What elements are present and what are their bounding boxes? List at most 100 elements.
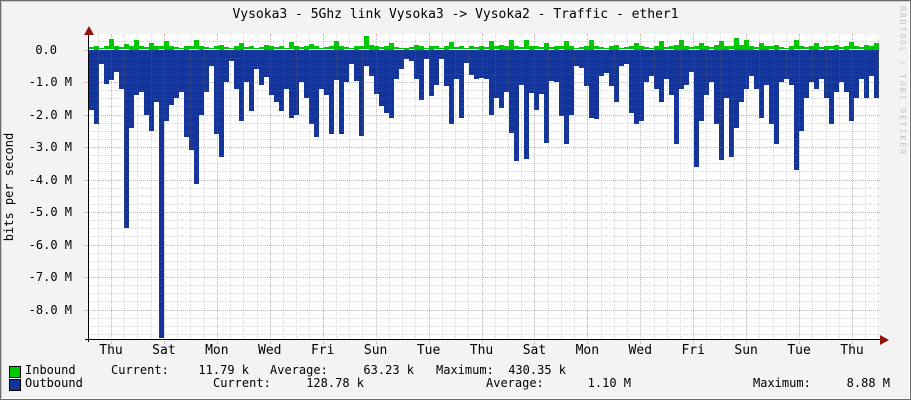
outbound-bar bbox=[89, 49, 94, 110]
outbound-bar bbox=[444, 49, 449, 87]
outbound-bar bbox=[799, 49, 804, 131]
outbound-bar bbox=[784, 49, 789, 79]
inbound-bar bbox=[354, 46, 359, 50]
inbound-bar bbox=[149, 43, 154, 50]
y-tick-label: -7.0 M bbox=[28, 270, 72, 284]
outbound-bar bbox=[264, 49, 269, 78]
y-tick-label: 0.0 bbox=[35, 42, 57, 57]
gridline bbox=[97, 34, 99, 339]
inbound-bar bbox=[554, 46, 559, 50]
gridline bbox=[89, 106, 880, 108]
gridline bbox=[124, 34, 126, 339]
inbound-bar bbox=[264, 44, 269, 50]
gridline bbox=[89, 333, 880, 335]
outbound-bar bbox=[559, 49, 564, 117]
outbound-bar bbox=[529, 49, 534, 93]
outbound-bar bbox=[839, 49, 844, 82]
outbound-bar bbox=[604, 49, 609, 73]
outbound-bar bbox=[644, 49, 649, 82]
outbound-bar bbox=[664, 49, 669, 79]
inbound-bar bbox=[694, 45, 699, 50]
outbound-bar bbox=[389, 49, 394, 118]
gridline bbox=[256, 34, 258, 339]
inbound-bar bbox=[359, 45, 364, 50]
inbound-bar bbox=[329, 45, 334, 50]
gridline bbox=[89, 57, 880, 59]
inbound-bar bbox=[139, 45, 144, 50]
gridline bbox=[89, 163, 880, 165]
gridline bbox=[84, 114, 880, 116]
gridline bbox=[547, 34, 549, 339]
outbound-bar bbox=[299, 49, 304, 82]
gridline bbox=[89, 236, 880, 238]
gridline bbox=[89, 325, 880, 327]
gridline bbox=[89, 220, 880, 222]
outbound-bar bbox=[484, 49, 489, 79]
inbound-bar bbox=[619, 47, 624, 50]
inbound-bar bbox=[634, 43, 639, 50]
inbound-bar bbox=[309, 43, 314, 50]
inbound-bar bbox=[259, 46, 264, 50]
gridline bbox=[402, 34, 404, 339]
inbound-bar bbox=[374, 46, 379, 50]
gridline bbox=[89, 122, 880, 124]
inbound-bar bbox=[154, 46, 159, 50]
inbound-bar bbox=[544, 43, 549, 50]
outbound-bar bbox=[504, 49, 509, 92]
inbound-bar bbox=[489, 41, 494, 50]
inbound-bar bbox=[409, 46, 414, 50]
outbound-bar bbox=[524, 49, 529, 160]
outbound-bar bbox=[599, 49, 604, 77]
outbound-bar bbox=[224, 49, 229, 82]
inbound-bar bbox=[454, 46, 459, 50]
inbound-bar bbox=[629, 45, 634, 50]
outbound-bar bbox=[594, 49, 599, 120]
inbound-bar bbox=[174, 46, 179, 50]
outbound-bar bbox=[104, 49, 109, 84]
gridline bbox=[349, 34, 351, 339]
outbound-bar bbox=[384, 49, 389, 113]
outbound-bar bbox=[99, 49, 104, 65]
outbound-bar bbox=[729, 49, 734, 157]
inbound-bar bbox=[809, 46, 814, 50]
outbound-bar bbox=[519, 49, 524, 86]
outbound-bar bbox=[619, 49, 624, 66]
plot-area bbox=[84, 34, 880, 344]
outbound-bar bbox=[614, 49, 619, 102]
outbound-bar bbox=[149, 49, 154, 131]
inbound-bar bbox=[599, 46, 604, 50]
outbound-bar bbox=[819, 49, 824, 79]
inbound-bar bbox=[484, 46, 489, 50]
gridline bbox=[89, 41, 880, 43]
inbound-bar bbox=[209, 47, 214, 50]
inbound-bar bbox=[869, 46, 874, 50]
gridline bbox=[507, 34, 509, 339]
legend-inbound-maximum-value: 430.35 k bbox=[508, 363, 566, 377]
inbound-bar bbox=[824, 46, 829, 50]
outbound-bar bbox=[439, 49, 444, 60]
gridline bbox=[84, 309, 880, 311]
outbound-bar bbox=[609, 49, 614, 87]
outbound-bar bbox=[869, 49, 874, 76]
inbound-bar bbox=[394, 46, 399, 50]
outbound-bar bbox=[394, 49, 399, 79]
gridline bbox=[838, 34, 840, 339]
inbound-bar bbox=[769, 45, 774, 50]
inbound-bar bbox=[654, 46, 659, 50]
inbound-bar bbox=[584, 46, 589, 50]
gridline bbox=[732, 34, 734, 339]
x-tick-label: Tue bbox=[787, 343, 811, 358]
outbound-bar bbox=[344, 49, 349, 82]
outbound-bar bbox=[739, 49, 744, 102]
gridline bbox=[89, 130, 880, 132]
outbound-bar bbox=[274, 49, 279, 102]
legend-inbound-average-label: Average: bbox=[270, 363, 328, 377]
gridline bbox=[799, 34, 801, 344]
graph-title: Vysoka3 - 5Ghz link Vysoka3 -> Vysoka2 -… bbox=[232, 7, 679, 22]
gridline bbox=[89, 65, 880, 67]
outbound-bar bbox=[199, 49, 204, 115]
inbound-bar bbox=[864, 44, 869, 50]
inbound-bar bbox=[624, 46, 629, 50]
gridline bbox=[865, 34, 867, 339]
